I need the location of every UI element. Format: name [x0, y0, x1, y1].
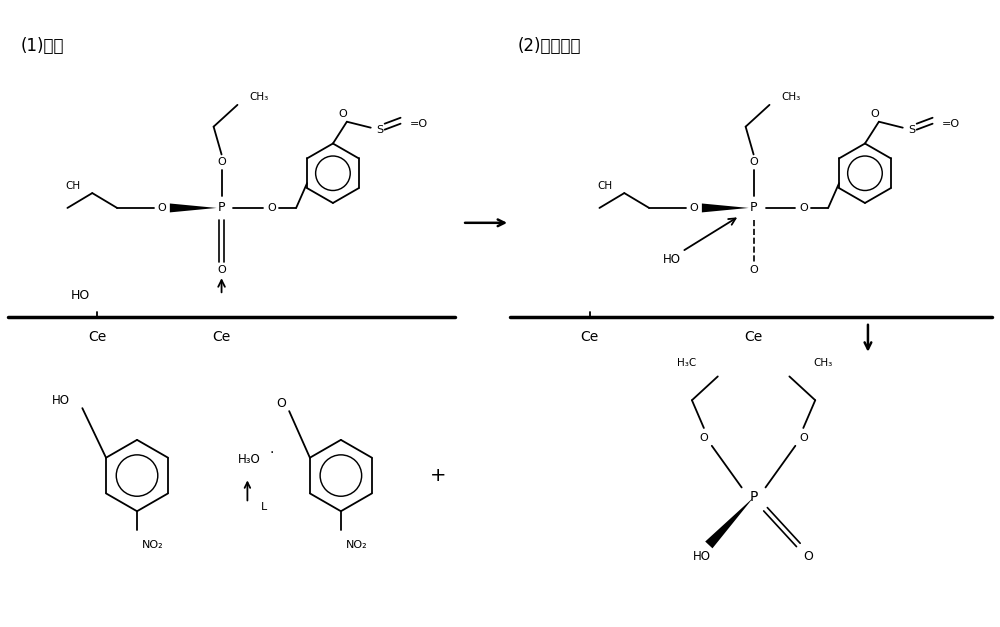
Text: P: P [218, 201, 225, 214]
Text: HO: HO [693, 551, 711, 563]
Text: +: + [430, 466, 447, 485]
Text: (1)吸附: (1)吸附 [21, 38, 64, 55]
Text: O: O [217, 157, 226, 167]
Text: S: S [376, 125, 383, 135]
Text: =O: =O [942, 119, 960, 129]
Text: O: O [803, 551, 813, 563]
Text: O: O [158, 203, 166, 213]
Text: NO₂: NO₂ [142, 540, 164, 550]
Text: Ce: Ce [744, 330, 763, 344]
Text: CH₃: CH₃ [781, 92, 801, 102]
Text: HO: HO [71, 288, 90, 302]
Text: Ce: Ce [580, 330, 599, 344]
Text: HO: HO [663, 253, 681, 266]
Text: O: O [699, 433, 708, 443]
Text: CH₃: CH₃ [813, 357, 833, 367]
Text: HO: HO [51, 394, 69, 407]
Text: O: O [799, 433, 808, 443]
Text: O: O [339, 109, 347, 119]
Text: ·: · [269, 446, 273, 460]
Text: =O: =O [410, 119, 428, 129]
Text: CH: CH [597, 181, 612, 191]
Text: P: P [749, 490, 758, 504]
Polygon shape [170, 204, 217, 213]
Polygon shape [705, 497, 754, 549]
Text: H₃C: H₃C [677, 357, 696, 367]
Text: Ce: Ce [88, 330, 106, 344]
Text: H₃O: H₃O [238, 453, 261, 466]
Text: O: O [217, 265, 226, 275]
Text: L: L [261, 502, 268, 512]
Text: CH: CH [65, 181, 80, 191]
Text: (2)亲核取代: (2)亲核取代 [518, 38, 581, 55]
Text: Ce: Ce [212, 330, 231, 344]
Text: CH₃: CH₃ [249, 92, 269, 102]
Text: S: S [908, 125, 915, 135]
Text: O: O [799, 203, 808, 213]
Text: O: O [749, 157, 758, 167]
Text: O: O [690, 203, 698, 213]
Polygon shape [702, 204, 749, 213]
Text: O: O [871, 109, 879, 119]
Text: P: P [750, 201, 757, 214]
Text: O: O [267, 203, 276, 213]
Text: O: O [276, 397, 286, 409]
Text: O: O [749, 265, 758, 275]
Text: NO₂: NO₂ [346, 540, 367, 550]
